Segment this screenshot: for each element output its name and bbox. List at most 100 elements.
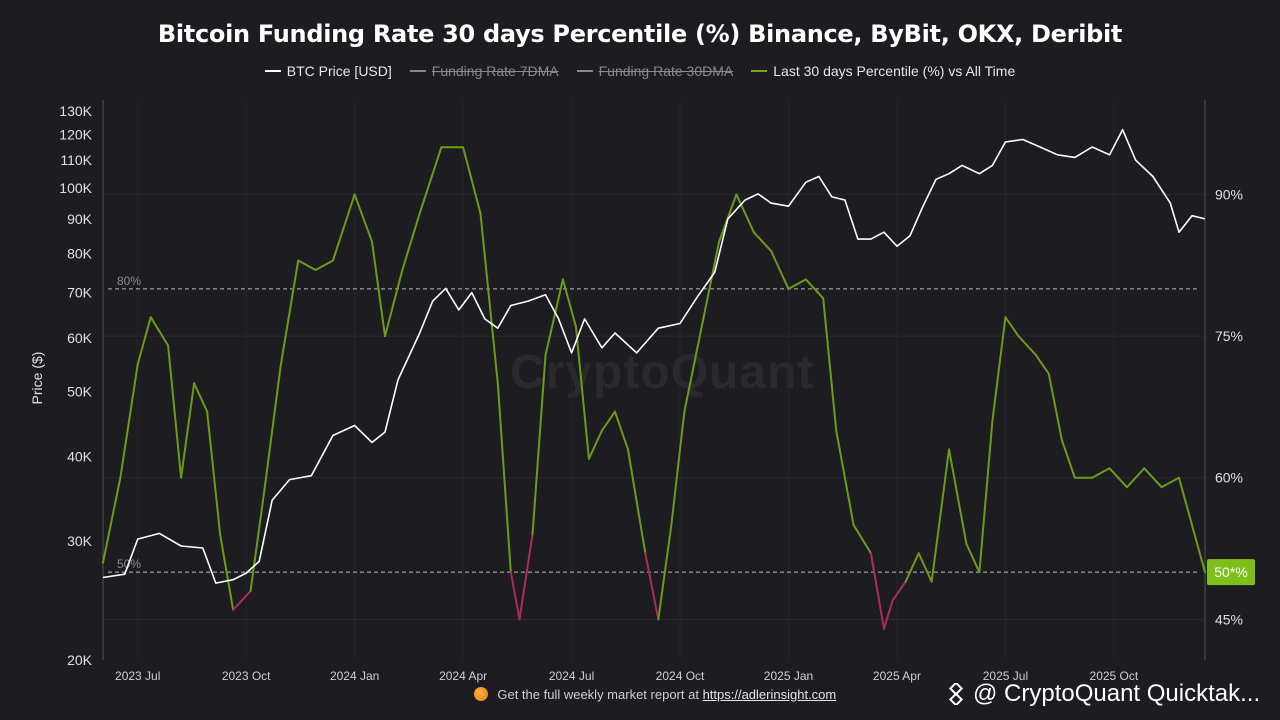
- percentile-segment: [787, 278, 807, 290]
- percentile-segment: [401, 212, 421, 271]
- legend-swatch-funding-7dma: [409, 70, 426, 72]
- percentile-segment: [518, 533, 534, 621]
- percentile-segment: [1160, 476, 1180, 489]
- x-tick-label: 2025 Apr: [873, 669, 921, 683]
- last-value-badge-group: 50*%: [1207, 559, 1255, 586]
- percentile-segment: [462, 146, 482, 215]
- percentile-segment: [219, 533, 235, 611]
- percentile-segment: [1034, 353, 1050, 375]
- percentile-segment: [561, 278, 577, 328]
- percentile-segment: [1004, 316, 1020, 338]
- coin-icon: [473, 687, 488, 701]
- x-tick-label: 2024 Oct: [656, 669, 705, 683]
- reference-label-80: 80%: [117, 274, 141, 288]
- y-tick-labels: 130K 120K 110K 100K 90K 80K 70K 60K 50K 40K 30K 20K…: [59, 103, 1243, 668]
- percentile-segment: [965, 542, 981, 574]
- percentile-segment: [370, 240, 387, 338]
- percentile-segment: [232, 590, 252, 611]
- y-left-tick-label: 40K: [67, 449, 93, 465]
- percentile-segment: [1017, 335, 1037, 356]
- percentile-segment: [149, 316, 170, 347]
- percentile-segment: [297, 259, 317, 271]
- x-tick-labels: 2023 Jul 2023 Oct 2024 Jan 2024 Apr 2024 Jul…: [115, 669, 1139, 683]
- series-lines: [102, 128, 1206, 630]
- footer: Get the full weekly market report at htt…: [0, 687, 1280, 702]
- y-left-tick-label: 70K: [67, 285, 93, 301]
- percentile-segment: [752, 231, 773, 253]
- percentile-segment: [917, 552, 933, 583]
- percentile-segment: [644, 552, 660, 621]
- percentile-segment: [735, 193, 755, 234]
- legend-item-funding-30dma[interactable]: Funding Rate 30DMA: [576, 63, 733, 79]
- percentile-segment: [1177, 476, 1193, 526]
- legend-item-funding-7dma[interactable]: Funding Rate 7DMA: [409, 63, 559, 79]
- y-left-tick-label: 20K: [67, 652, 93, 668]
- percentile-segment: [882, 599, 894, 630]
- y-left-tick-label: 90K: [67, 211, 93, 227]
- y-axis-label: Price ($): [29, 352, 45, 405]
- percentile-segment: [136, 316, 152, 366]
- x-tick-label: 2024 Jul: [549, 669, 594, 683]
- percentile-segment: [509, 571, 521, 621]
- percentile-segment: [657, 523, 673, 621]
- percentile-segment: [167, 344, 183, 479]
- percentile-segment: [531, 353, 547, 536]
- y-left-tick-label: 80K: [67, 245, 93, 261]
- footer-link[interactable]: https://adlerinsight.com: [702, 687, 837, 702]
- percentile-segment: [626, 448, 647, 555]
- chart-title: Bitcoin Funding Rate 30 days Percentile …: [157, 20, 1123, 48]
- x-tick-label: 2025 Jan: [764, 669, 813, 683]
- percentile-segment: [1047, 372, 1063, 441]
- percentile-segment: [1143, 467, 1163, 489]
- x-tick-label: 2023 Jul: [115, 669, 160, 683]
- legend-item-btc-price[interactable]: BTC Price [USD]: [264, 63, 392, 79]
- percentile-segment: [835, 429, 855, 526]
- percentile-segment: [770, 250, 790, 290]
- x-tick-label: 2024 Jan: [330, 669, 379, 683]
- percentile-segment: [496, 382, 512, 574]
- percentile-segment: [1125, 467, 1146, 489]
- y-left-tick-label: 110K: [60, 152, 92, 168]
- y-right-tick-label: 90%: [1215, 186, 1243, 202]
- percentile-segment: [869, 552, 885, 630]
- percentile-segment: [331, 193, 356, 262]
- legend-swatch-funding-30dma: [576, 70, 593, 72]
- y-right-tick-label: 75%: [1215, 328, 1243, 344]
- percentile-segment: [418, 146, 443, 215]
- x-tick-label: 2025 Jul: [983, 669, 1028, 683]
- percentile-segment: [102, 476, 122, 564]
- legend-item-percentile[interactable]: Last 30 days Percentile (%) vs All Time: [751, 63, 1015, 79]
- binance-logo-icon: [948, 683, 964, 705]
- brand-text: @ CryptoQuant Quicktak...: [973, 680, 1261, 707]
- legend-label-btc-price: BTC Price [USD]: [286, 63, 392, 79]
- legend: BTC Price [USD] Funding Rate 7DMA Fundin…: [0, 63, 1280, 79]
- brand-label: @ CryptoQuant Quicktak...: [945, 680, 1260, 708]
- y-right-tick-label: 60%: [1215, 470, 1243, 486]
- percentile-segment: [822, 297, 838, 432]
- gridlines: [103, 100, 1205, 660]
- percentile-segment: [683, 325, 703, 413]
- percentile-segment: [1091, 467, 1111, 479]
- percentile-segment: [353, 193, 373, 243]
- percentile-segment: [479, 212, 499, 385]
- percentile-segment: [948, 448, 968, 545]
- percentile-segment: [384, 268, 404, 338]
- percentile-segment: [804, 278, 825, 300]
- x-tick-label: 2023 Oct: [222, 669, 271, 683]
- percentile-segment: [314, 259, 334, 271]
- y-left-tick-label: 100K: [59, 180, 92, 196]
- percentile-segment: [1108, 467, 1128, 489]
- last-value-badge: [1207, 559, 1255, 586]
- percentile-segment: [544, 278, 564, 356]
- percentile-segment: [1190, 523, 1206, 574]
- reference-lines: 80%50%: [108, 274, 1200, 573]
- y-left-tick-label: 30K: [67, 533, 93, 549]
- footer-text: Get the full weekly market report at: [497, 687, 703, 702]
- percentile-segment: [891, 580, 907, 602]
- percentile-segment: [206, 410, 222, 536]
- percentile-segment: [904, 552, 920, 583]
- y-left-tick-label: 130K: [59, 103, 92, 119]
- y-left-tick-label: 50K: [67, 383, 93, 399]
- percentile-segment: [249, 495, 265, 593]
